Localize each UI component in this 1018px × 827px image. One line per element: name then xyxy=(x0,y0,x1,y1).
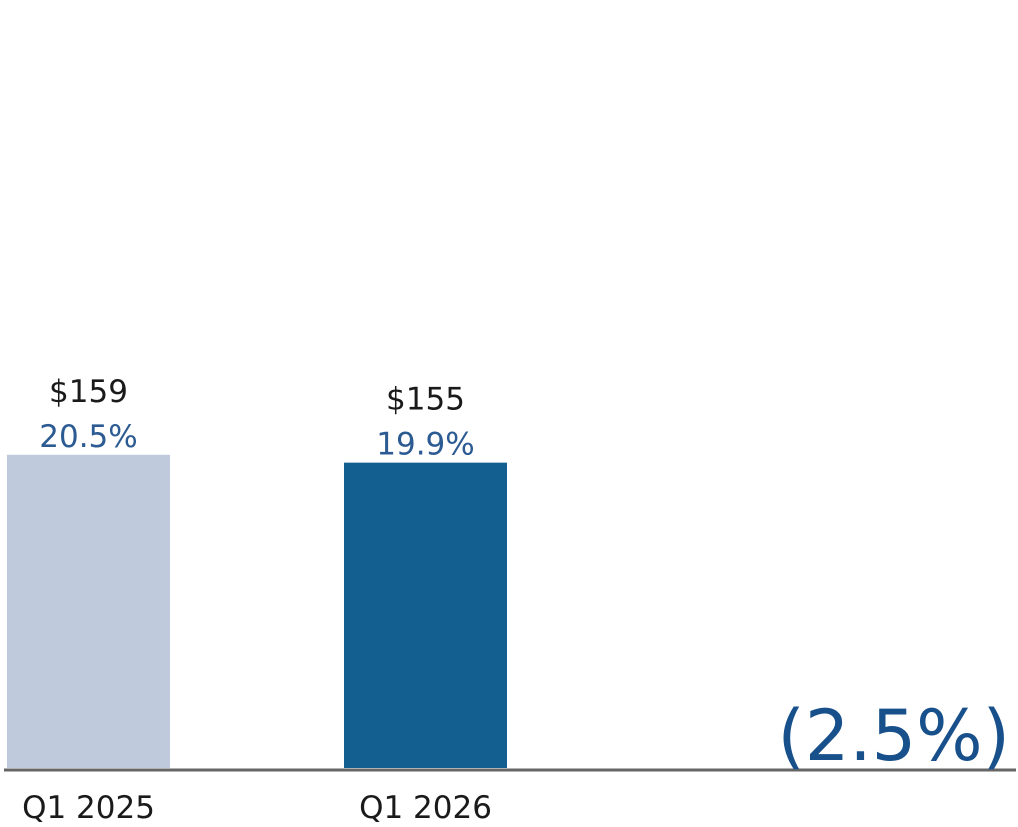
labels-layer: 20.5% $159 Q1 2025 19.9% $155 Q1 2026 xyxy=(22,374,492,826)
category-label-0: Q1 2025 xyxy=(22,790,155,826)
bar-1 xyxy=(344,462,507,768)
value-label-0: $159 xyxy=(49,374,128,410)
change-label: (2.5%) xyxy=(778,695,1010,777)
category-label-1: Q1 2026 xyxy=(359,790,492,826)
bars-layer xyxy=(7,454,507,768)
margin-label-0: 20.5% xyxy=(39,419,137,455)
value-label-1: $155 xyxy=(386,382,465,418)
bar-0 xyxy=(7,454,170,768)
margin-label-1: 19.9% xyxy=(376,427,474,463)
